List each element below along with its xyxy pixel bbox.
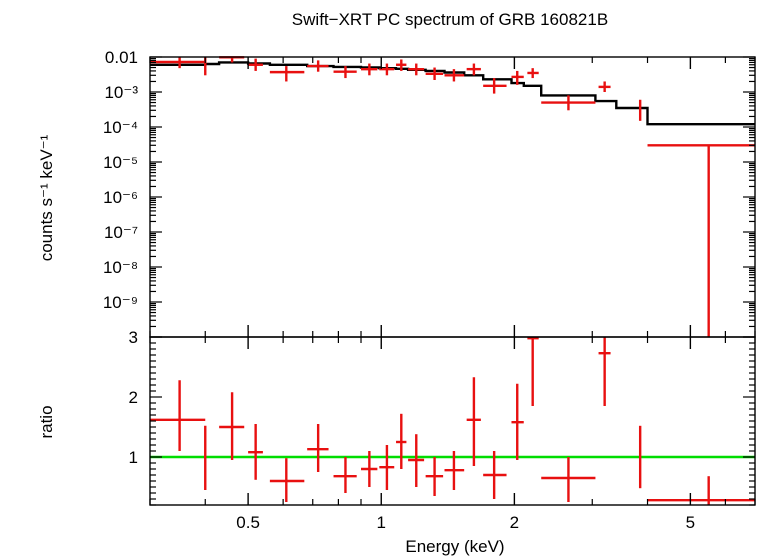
panel-frames (149, 56, 756, 506)
ratio-point-5 (269, 458, 305, 502)
spectrum-point-16 (511, 70, 524, 85)
ratio-data-points (150, 337, 755, 505)
x-tick-label: 5 (686, 513, 695, 532)
spectrum-panel: 0.01 10⁻³ 10⁻⁴ 10⁻⁵ 10⁻⁶ 10⁻⁷ 10⁻⁸ 10⁻⁹ (103, 48, 756, 338)
ratio-tick-label: 3 (129, 328, 138, 347)
ratio-point-13 (444, 451, 465, 490)
ratio-point-12 (425, 457, 444, 496)
ratio-tick-label: 1 (129, 448, 138, 467)
spectrum-point-15 (483, 78, 507, 94)
y-tick-label: 10⁻⁸ (103, 258, 138, 277)
ratio-point-11 (408, 434, 425, 487)
x-tick-label: 2 (510, 513, 519, 532)
ratio-y-axis-label: ratio (37, 405, 56, 438)
x-axis-label: Energy (keV) (405, 537, 504, 556)
top-panel-frame (149, 56, 756, 338)
spectrum-point-21 (647, 144, 755, 337)
spectrum-point-5 (269, 66, 305, 82)
x-tick-label: 0.5 (236, 513, 260, 532)
spectrum-point-1 (150, 57, 206, 69)
spectrum-ticks (149, 56, 756, 338)
ratio-point-17 (527, 337, 539, 406)
y-tick-label: 10⁻⁶ (103, 188, 138, 207)
x-tick-labels: 0.5 1 2 5 (236, 513, 695, 532)
model-step-line (150, 61, 755, 126)
ratio-point-1 (150, 380, 206, 451)
spectrum-point-7 (333, 66, 357, 79)
bottom-panel-frame (149, 336, 756, 506)
ratio-point-4 (248, 424, 263, 480)
ratio-point-8 (361, 451, 378, 487)
spectrum-point-19 (598, 81, 611, 92)
spectrum-point-9 (379, 63, 395, 76)
ratio-point-3 (219, 392, 245, 460)
ratio-point-10 (396, 413, 407, 469)
ratio-y-tick-labels: 1 2 3 (129, 328, 138, 467)
ratio-tick-label: 2 (129, 388, 138, 407)
ratio-point-21 (647, 476, 755, 505)
ratio-point-14 (466, 377, 481, 466)
ratio-point-6 (307, 424, 329, 472)
ratio-point-16 (511, 383, 524, 460)
y-tick-label: 10⁻⁴ (103, 118, 138, 137)
spectrum-y-tick-labels: 0.01 10⁻³ 10⁻⁴ 10⁻⁵ 10⁻⁶ 10⁻⁷ 10⁻⁸ 10⁻⁹ (103, 48, 139, 312)
spectrum-point-18 (541, 95, 596, 111)
spectrum-point-8 (361, 63, 378, 76)
spectrum-data-points (150, 56, 755, 337)
spectrum-point-6 (307, 60, 329, 72)
ratio-point-7 (333, 457, 357, 493)
spectrum-point-17 (527, 68, 539, 79)
y-tick-label: 0.01 (105, 48, 138, 67)
y-tick-label: 10⁻⁷ (104, 223, 138, 242)
spectrum-point-13 (444, 69, 465, 82)
spectrum-point-14 (466, 63, 481, 76)
ratio-point-19 (598, 337, 611, 406)
spectrum-point-12 (425, 67, 444, 81)
y-tick-label: 10⁻³ (104, 83, 138, 102)
spectrum-point-11 (408, 63, 425, 76)
ratio-panel: 1 2 3 (129, 328, 756, 506)
spectrum-point-4 (248, 58, 263, 71)
spectrum-point-10 (396, 59, 407, 71)
ratio-point-18 (541, 457, 596, 502)
y-tick-label: 10⁻⁹ (103, 293, 138, 312)
y-tick-label: 10⁻⁵ (103, 153, 138, 172)
chart-title: Swift−XRT PC spectrum of GRB 160821B (292, 10, 608, 29)
x-tick-label: 1 (377, 513, 386, 532)
ratio-point-15 (483, 451, 507, 499)
top-y-axis-label: counts s⁻¹ keV⁻¹ (37, 134, 56, 261)
ratio-point-9 (379, 445, 395, 490)
model-histogram (150, 61, 755, 126)
ratio-ticks (149, 336, 756, 506)
